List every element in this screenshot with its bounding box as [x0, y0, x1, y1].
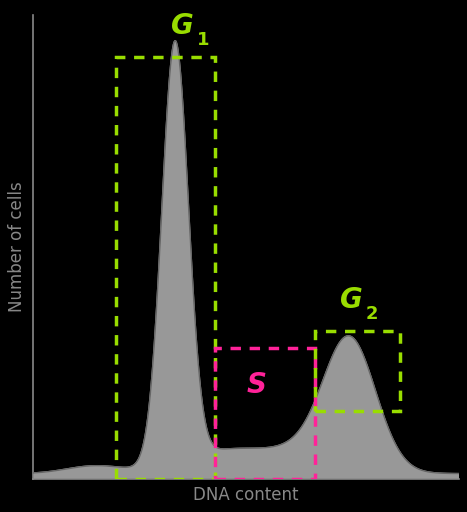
Text: 1: 1	[197, 31, 209, 49]
X-axis label: DNA content: DNA content	[193, 486, 299, 504]
Text: 2: 2	[366, 305, 379, 323]
Bar	[116, 57, 215, 479]
Text: G: G	[170, 12, 193, 40]
Bar	[314, 331, 400, 411]
Bar	[215, 348, 314, 479]
Y-axis label: Number of cells: Number of cells	[8, 181, 26, 312]
Text: G: G	[340, 286, 363, 314]
Text: S: S	[247, 371, 267, 399]
